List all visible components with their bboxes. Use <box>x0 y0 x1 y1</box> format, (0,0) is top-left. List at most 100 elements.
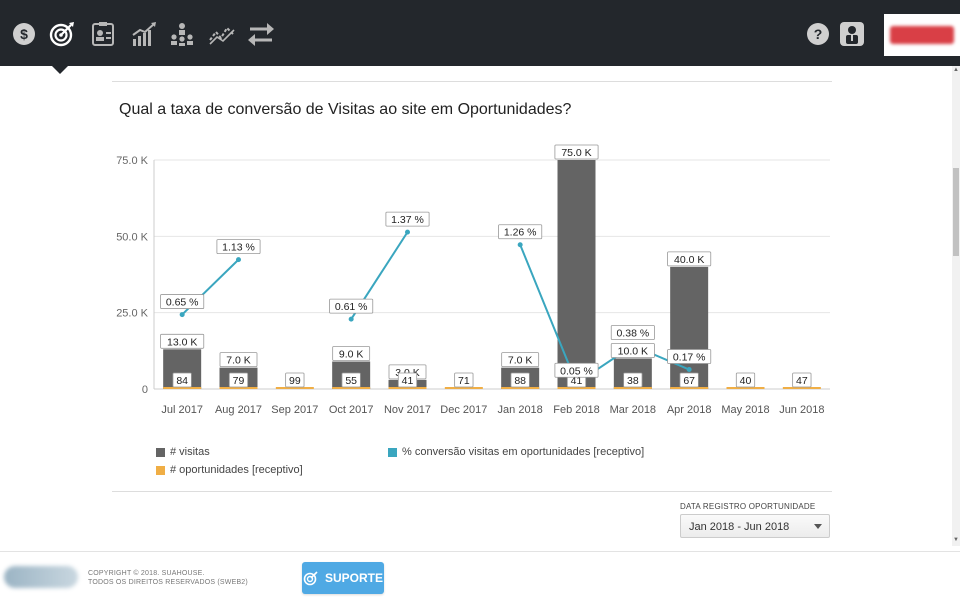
chevron-down-icon <box>814 524 822 529</box>
conversion-point <box>686 367 692 373</box>
visits-data-label-box <box>667 251 712 267</box>
trend-icon[interactable] <box>208 20 236 48</box>
visits-data-label-box <box>501 352 540 368</box>
conversion-point <box>348 316 354 322</box>
scroll-down-arrow-icon[interactable]: ▼ <box>953 537 959 543</box>
growth-chart-icon[interactable] <box>130 20 158 48</box>
scroll-up-arrow-icon[interactable]: ▲ <box>953 67 959 73</box>
x-tick-label: Jun 2018 <box>779 404 824 416</box>
conversion-point <box>179 312 185 318</box>
footer: COPYRIGHT © 2018. SUAHOUSE. TODOS OS DIR… <box>0 551 960 600</box>
opportunities-data-label: 99 <box>289 375 301 387</box>
opportunities-bar <box>726 387 765 389</box>
opportunities-bar <box>219 387 258 389</box>
legend-item[interactable]: % conversão visitas em oportunidades [re… <box>388 446 644 458</box>
x-tick-label: Feb 2018 <box>553 404 599 416</box>
opportunities-bar <box>501 387 540 389</box>
conversion-point <box>517 242 523 248</box>
opportunities-data-label: 84 <box>176 375 188 387</box>
conversion-data-label: 0.65 % <box>166 297 199 309</box>
help-icon[interactable]: ? <box>804 20 832 48</box>
visits-data-label-box <box>160 333 205 349</box>
opportunities-data-label: 71 <box>458 375 470 387</box>
opportunities-data-label: 41 <box>402 375 414 387</box>
svg-text:?: ? <box>814 26 823 42</box>
y-tick-label: 50.0 K <box>116 231 148 243</box>
visits-data-label-box <box>332 346 371 361</box>
footer-copyright: COPYRIGHT © 2018. SUAHOUSE. TODOS OS DIR… <box>88 569 248 587</box>
legend-item[interactable]: # oportunidades [receptivo] <box>156 464 303 476</box>
legend-swatch <box>388 447 397 457</box>
opportunities-data-label-box <box>792 372 812 388</box>
opportunities-bar <box>613 387 652 389</box>
support-label: SUPORTE <box>324 571 383 585</box>
date-range-value: Jan 2018 - Jun 2018 <box>689 521 790 533</box>
chart-legend: # visitas % conversão visitas em oportuni… <box>156 444 756 484</box>
chart-title: Qual a taxa de conversão de Visitas ao s… <box>119 101 572 118</box>
chart-area: 0 25.0 K 50.0 K 75.0 K Jul 2017 Aug 2017 Sep 2… <box>116 144 830 416</box>
conversion-data-label-box <box>667 349 712 364</box>
opportunities-data-label-box <box>510 372 530 388</box>
x-tick-label: Aug 2017 <box>215 404 262 416</box>
opportunities-bar <box>275 387 314 389</box>
legend-item[interactable]: # visitas <box>156 446 210 458</box>
scrollbar[interactable] <box>952 66 960 546</box>
visits-data-label-box <box>219 352 258 368</box>
opportunities-bar <box>782 387 821 389</box>
opportunities-data-label-box <box>228 372 249 388</box>
svg-text:$: $ <box>20 26 28 42</box>
x-tick-label: Apr 2018 <box>667 404 712 416</box>
opportunities-data-label-box <box>341 372 361 388</box>
opportunities-data-label-box <box>454 372 474 388</box>
copyright-line-1: COPYRIGHT © 2018. SUAHOUSE. <box>88 570 205 577</box>
legend-label: # visitas <box>170 446 210 458</box>
opportunities-data-label: 67 <box>683 375 695 387</box>
conversion-data-label: 1.37 % <box>391 214 424 226</box>
opportunities-data-label: 88 <box>514 375 526 387</box>
conversion-data-label: 0.61 % <box>335 301 368 313</box>
x-tick-label: Sep 2017 <box>271 404 318 416</box>
conversion-data-label-box <box>216 239 261 255</box>
card-divider-bottom <box>112 491 832 492</box>
support-button[interactable]: SUPORTE <box>302 562 384 594</box>
brand-logo-area <box>884 14 960 56</box>
visits-data-label: 10.0 K <box>618 345 648 357</box>
opportunities-data-label: 79 <box>233 375 245 387</box>
opportunities-data-label-box <box>623 372 643 388</box>
opportunities-bar <box>332 387 371 389</box>
conversion-data-label-box <box>554 362 599 378</box>
scrollbar-thumb[interactable] <box>953 168 959 256</box>
contacts-icon[interactable] <box>89 20 117 48</box>
x-tick-label: Jul 2017 <box>161 404 203 416</box>
hierarchy-icon[interactable] <box>168 20 196 48</box>
finance-icon[interactable]: $ <box>10 20 38 48</box>
conversion-data-label: 0.17 % <box>673 352 706 364</box>
copyright-line-2: TODOS OS DIREITOS RESERVADOS (SWEB2) <box>88 579 248 586</box>
opportunities-data-label: 47 <box>796 375 808 387</box>
visits-data-label: 7.0 K <box>508 355 533 367</box>
footer-logo <box>4 566 78 588</box>
opportunities-bar <box>388 387 427 389</box>
date-range-select[interactable]: Jan 2018 - Jun 2018 <box>680 514 830 538</box>
transfer-icon[interactable] <box>247 20 275 48</box>
opportunities-data-label-box <box>172 372 192 388</box>
y-tick-label: 25.0 K <box>116 308 148 320</box>
visits-data-label-box <box>554 144 599 160</box>
x-tick-label: Mar 2018 <box>610 404 656 416</box>
opportunities-data-label-box <box>735 372 756 388</box>
opportunities-data-label-box <box>679 372 699 388</box>
x-tick-label: Oct 2017 <box>329 404 374 416</box>
opportunities-data-label: 41 <box>571 375 583 387</box>
user-icon[interactable] <box>838 20 866 48</box>
active-nav-indicator <box>52 66 68 74</box>
target-icon[interactable] <box>48 20 76 48</box>
conversion-data-label: 1.26 % <box>504 227 537 239</box>
visits-data-label: 9.0 K <box>339 349 364 361</box>
opportunities-bar <box>557 387 596 389</box>
conversion-data-label: 0.38 % <box>616 327 649 339</box>
card-divider-top <box>112 81 832 82</box>
y-tick-label: 75.0 K <box>116 155 148 167</box>
y-tick-label: 0 <box>142 384 148 396</box>
x-tick-label: May 2018 <box>721 404 769 416</box>
legend-label: % conversão visitas em oportunidades [re… <box>402 446 645 458</box>
